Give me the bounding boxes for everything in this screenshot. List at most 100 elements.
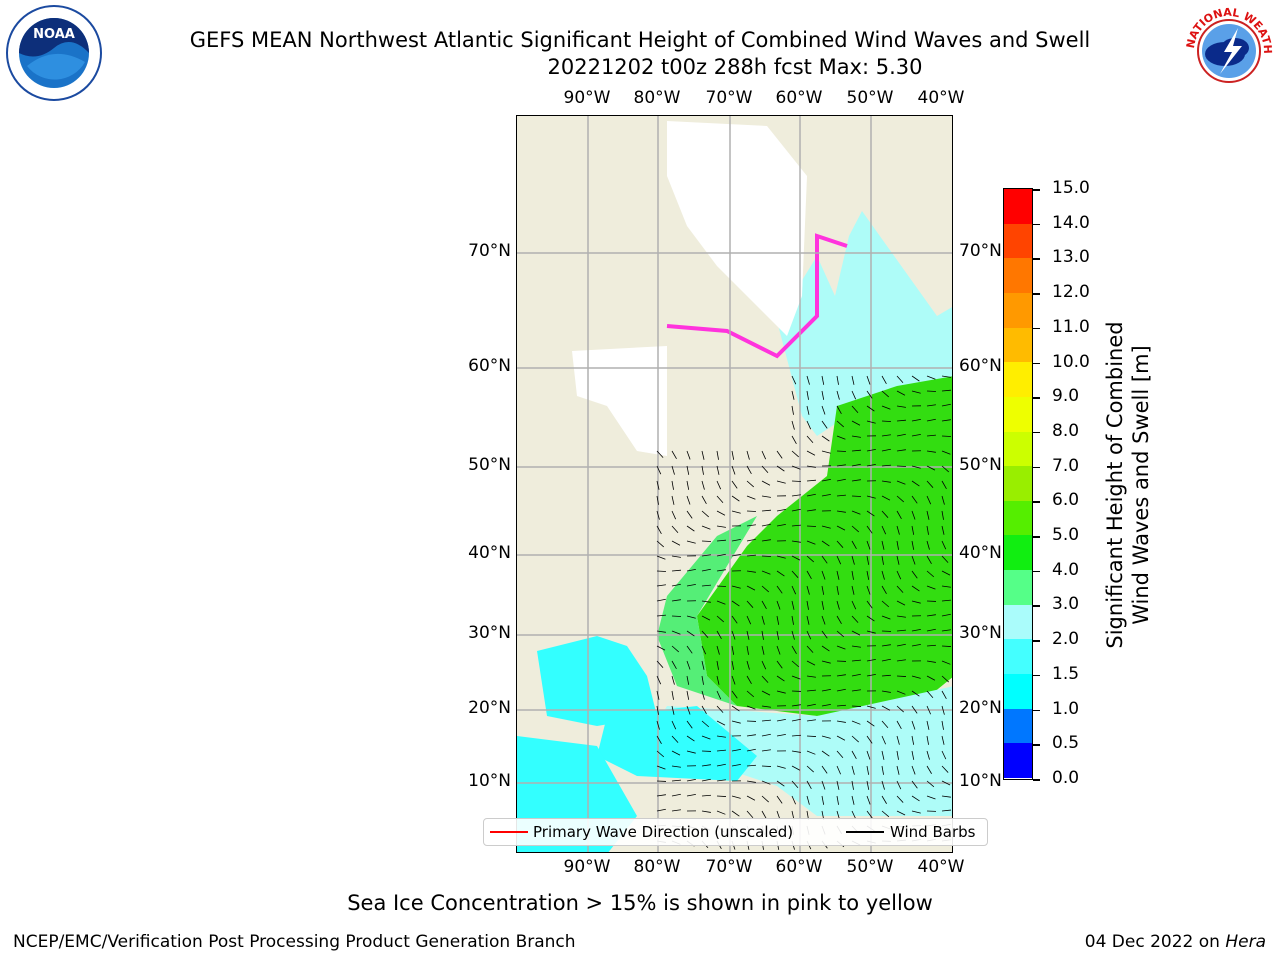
vector-glyph: [701, 600, 711, 603]
vector-glyph: [911, 780, 918, 789]
vector-glyph: [806, 600, 809, 610]
vector-glyph: [881, 525, 887, 535]
vector-glyph: [866, 658, 876, 662]
vector-glyph: [821, 795, 825, 805]
vector-glyph: [761, 523, 771, 527]
vector-glyph: [731, 510, 741, 514]
vector-glyph: [791, 420, 795, 430]
vector-glyph: [806, 405, 810, 415]
vector-glyph: [671, 645, 680, 653]
vector-glyph: [686, 480, 690, 490]
vector-glyph: [836, 450, 847, 452]
sea-ice-note: Sea Ice Concentration > 15% is shown in …: [347, 891, 933, 915]
vector-glyph: [761, 719, 771, 722]
vector-glyph: [851, 735, 859, 743]
vector-glyph: [806, 435, 814, 443]
vector-glyph: [836, 494, 846, 497]
vector-glyph: [716, 525, 726, 528]
vector-glyph: [776, 585, 783, 594]
vector-glyph: [881, 510, 889, 518]
vector-glyph: [776, 555, 786, 559]
vector-glyph: [836, 750, 844, 759]
vector-glyph: [881, 390, 889, 398]
vector-glyph: [926, 720, 930, 730]
vector-glyph: [731, 615, 738, 624]
vector-glyph: [656, 555, 666, 560]
vector-glyph: [881, 674, 892, 677]
vector-glyph: [791, 465, 801, 470]
vector-glyph: [776, 570, 785, 577]
vector-glyph: [686, 569, 696, 572]
vector-glyph: [821, 390, 825, 400]
vector-glyph: [731, 690, 738, 699]
vector-glyph: [911, 540, 915, 550]
vector-glyph: [896, 705, 904, 713]
vector-glyph: [896, 525, 900, 535]
vector-glyph: [716, 763, 726, 767]
vector-glyph: [791, 450, 799, 458]
vector-glyph: [791, 795, 796, 805]
lon-label-bottom-40w: 40°W: [917, 857, 965, 877]
vector-glyph: [806, 375, 810, 385]
vector-glyph: [806, 493, 816, 497]
colorbar-band: [1004, 743, 1032, 778]
vector-glyph: [896, 795, 904, 803]
vector-glyph: [761, 810, 767, 820]
vector-glyph: [836, 555, 842, 565]
vector-glyph: [776, 795, 783, 804]
vector-glyph: [701, 690, 705, 700]
vector-glyph: [911, 419, 921, 422]
vector-glyph: [881, 765, 884, 775]
vector-glyph: [701, 525, 711, 530]
lat-label-right-70n: 70°N: [959, 241, 1002, 261]
vector-glyph: [731, 585, 741, 589]
vector-glyph: [791, 585, 797, 595]
vector-glyph: [656, 630, 666, 633]
colorbar-band: [1004, 292, 1032, 328]
colorbar-tick: [1033, 570, 1040, 573]
colorbar-tick-label: 14.0: [1052, 212, 1090, 233]
vector-glyph: [806, 479, 816, 482]
vector-glyph: [911, 810, 921, 814]
colorbar-tick-label: 0.5: [1052, 733, 1080, 754]
vector-glyph: [746, 615, 752, 625]
vector-glyph: [701, 794, 712, 797]
vector-glyph: [851, 659, 861, 662]
vector-glyph: [866, 674, 876, 677]
vector-glyph: [716, 495, 724, 503]
vector-glyph: [746, 465, 752, 475]
vector-glyph: [866, 795, 871, 805]
vector-glyph: [941, 645, 952, 647]
vector-glyph: [686, 750, 696, 754]
colorbar-band: [1004, 466, 1032, 501]
vector-glyph: [761, 539, 771, 542]
colorbar-tick: [1033, 501, 1040, 503]
vector-glyph: [941, 389, 951, 392]
vector-glyph: [851, 705, 862, 707]
vector-glyph: [896, 375, 904, 383]
vector-glyph: [731, 810, 740, 817]
vector-glyph: [836, 405, 842, 415]
vector-glyph: [806, 540, 816, 545]
lon-label-top-60w: 60°W: [775, 88, 823, 108]
vector-glyph: [686, 705, 691, 715]
vector-glyph: [866, 585, 871, 595]
vector-glyph: [761, 765, 772, 767]
colorbar-tick: [1033, 779, 1040, 781]
colorbar-tick-label: 13.0: [1052, 247, 1090, 268]
vector-glyph: [761, 630, 764, 640]
vector-glyph: [941, 555, 949, 563]
vector-glyph: [686, 615, 696, 619]
vector-glyph: [896, 643, 906, 647]
vector-glyph: [911, 720, 916, 730]
vector-glyph: [731, 795, 741, 799]
ice-cap-greenland: [667, 121, 807, 336]
colorbar: [1003, 188, 1033, 780]
vector-glyph: [671, 705, 675, 715]
colorbar-band: [1004, 327, 1032, 363]
vector-glyph: [761, 509, 771, 512]
vector-glyph: [776, 690, 786, 694]
vector-glyph: [821, 570, 826, 580]
vector-glyph: [896, 405, 906, 408]
vector-glyph: [941, 540, 947, 550]
